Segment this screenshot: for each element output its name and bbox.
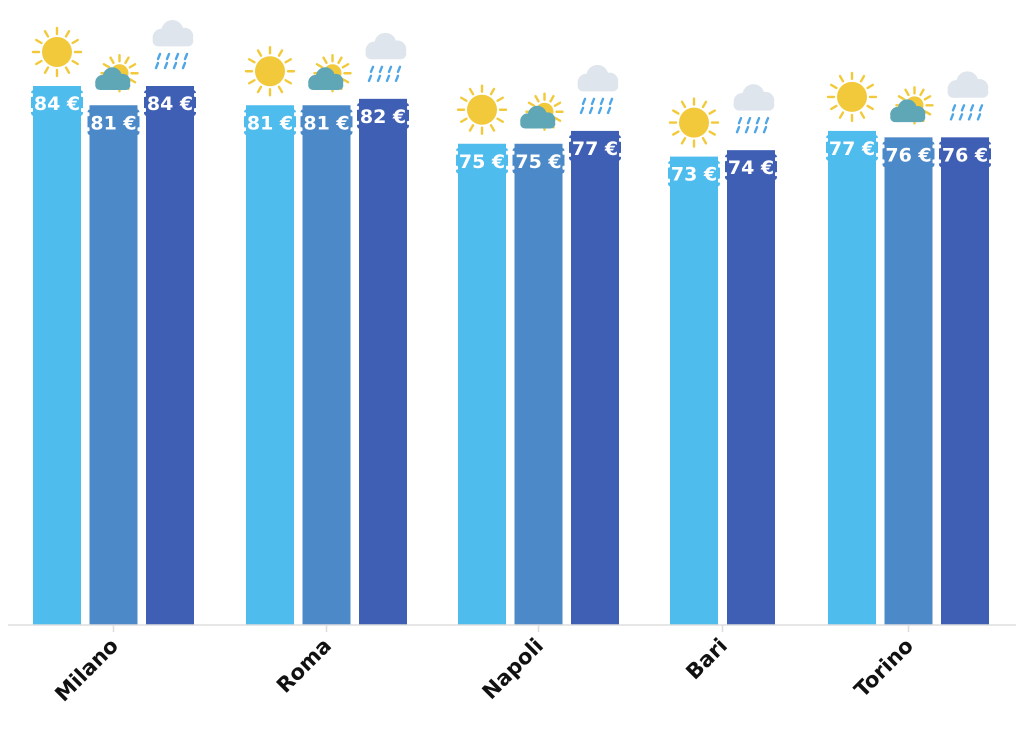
rain-cloud-icon <box>365 32 407 83</box>
sun-icon <box>668 97 720 148</box>
sun-icon <box>244 46 296 97</box>
bar-milano-partly-cloudy <box>89 105 138 625</box>
x-axis-labels: Milano Roma Napoli Bari Torino <box>50 634 918 707</box>
category-label-roma: Roma <box>272 634 336 698</box>
bar-roma-rainy <box>359 98 407 626</box>
value-label-milano-partly-cloudy: 81 € <box>85 109 142 136</box>
weather-icons-layer <box>31 20 989 148</box>
bar-torino-sunny <box>828 130 876 625</box>
value-label-roma-rainy: 82 € <box>355 102 411 129</box>
value-label-text: 77 € <box>829 138 875 160</box>
value-label-bari-rainy: 74 € <box>723 154 779 181</box>
value-label-text: 77 € <box>572 138 618 160</box>
value-label-napoli-rainy: 77 € <box>567 134 623 161</box>
x-axis-ticks <box>112 625 910 632</box>
bar-torino-rainy <box>941 137 989 626</box>
value-label-milano-sunny: 84 € <box>29 90 85 116</box>
value-label-text: 76 € <box>885 144 931 166</box>
bar-torino-partly-cloudy <box>884 137 933 626</box>
value-label-text: 75 € <box>459 151 505 173</box>
sun-icon <box>31 26 83 78</box>
rain-cloud-icon <box>947 71 989 121</box>
value-label-torino-rainy: 76 € <box>937 141 993 168</box>
value-label-milano-rainy: 84 € <box>142 90 198 116</box>
value-label-text: 82 € <box>360 106 406 128</box>
bar-roma-sunny <box>246 105 294 625</box>
bar-napoli-partly-cloudy <box>514 143 563 625</box>
value-label-napoli-partly-cloudy: 75 € <box>510 147 567 174</box>
bar-napoli-sunny <box>458 143 506 625</box>
value-label-text: 81 € <box>303 112 349 134</box>
value-label-text: 74 € <box>728 157 774 179</box>
bar-napoli-rainy <box>571 130 619 625</box>
category-label-milano: Milano <box>50 634 123 707</box>
category-label-napoli: Napoli <box>478 634 548 704</box>
value-label-roma-partly-cloudy: 81 € <box>298 109 355 136</box>
partly-cloudy-icon <box>520 92 564 131</box>
value-label-text: 84 € <box>147 93 193 115</box>
sun-icon <box>456 84 508 135</box>
value-label-text: 81 € <box>247 112 293 134</box>
rain-cloud-icon <box>152 20 194 70</box>
value-label-text: 81 € <box>90 112 136 134</box>
value-label-torino-partly-cloudy: 76 € <box>880 141 937 168</box>
rain-cloud-icon <box>733 84 775 134</box>
value-label-text: 84 € <box>34 93 80 115</box>
bar-roma-partly-cloudy <box>302 105 351 625</box>
partly-cloudy-icon <box>308 54 352 93</box>
category-label-bari: Bari <box>681 634 732 685</box>
value-label-text: 76 € <box>942 144 988 166</box>
value-label-torino-sunny: 77 € <box>824 134 880 161</box>
bar-milano-sunny <box>33 86 81 625</box>
bar-milano-rainy <box>146 86 194 625</box>
value-labels-layer: 84 € 81 € 75 € 73 € 77 € 81 € 81 € 75 € 76 € 84 €… <box>29 90 993 187</box>
bar-bari-sunny <box>670 156 718 626</box>
partly-cloudy-icon <box>95 54 139 93</box>
category-label-torino: Torino <box>850 634 919 703</box>
value-label-bari-sunny: 73 € <box>666 160 722 187</box>
sun-icon <box>826 71 878 123</box>
partly-cloudy-icon <box>890 86 934 125</box>
rain-cloud-icon <box>577 64 619 115</box>
bars-layer <box>33 86 989 626</box>
value-label-roma-sunny: 81 € <box>242 109 298 136</box>
value-label-text: 75 € <box>515 151 561 173</box>
value-label-text: 73 € <box>671 164 717 186</box>
bar-bari-rainy <box>727 150 775 625</box>
value-label-napoli-sunny: 75 € <box>454 147 510 174</box>
